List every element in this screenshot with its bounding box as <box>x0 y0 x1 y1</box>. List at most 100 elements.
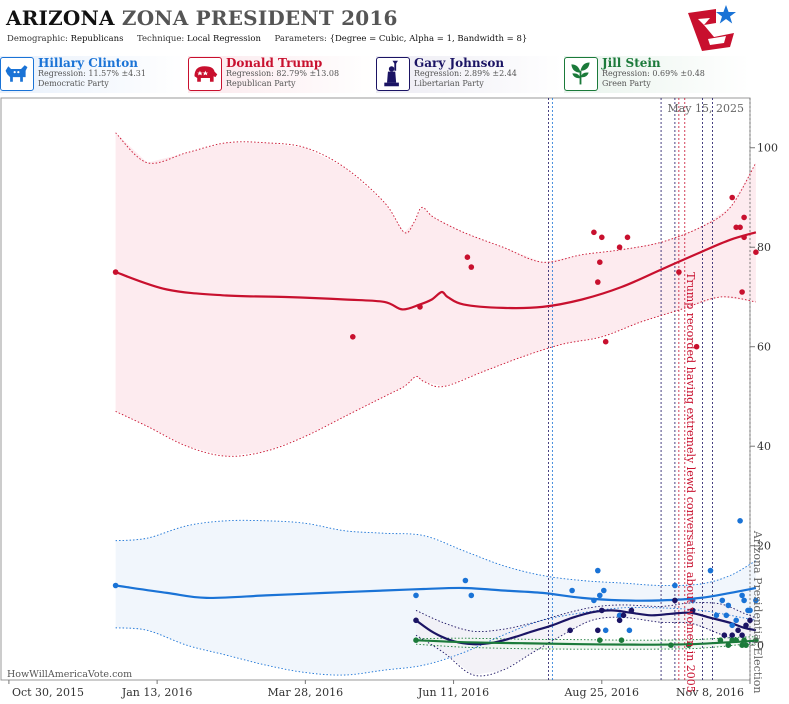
poll-point-0-3 <box>464 254 471 260</box>
poll-point-0-13 <box>693 343 700 350</box>
poll-point-1-7 <box>597 592 603 599</box>
poll-point-1-12 <box>672 582 678 589</box>
poll-point-1-2 <box>462 577 469 584</box>
annotation-1: Arizona Presidential Election <box>751 530 764 694</box>
poll-point-3-6 <box>725 642 732 648</box>
y-tick-label-2: 40 <box>757 440 771 453</box>
poll-point-0-1 <box>350 334 356 340</box>
poll-point-1-1 <box>413 592 419 599</box>
state-name: ARIZONA <box>6 6 115 30</box>
elephant-icon <box>188 57 222 91</box>
poll-point-0-12 <box>676 269 682 275</box>
current-date-label: May 15, 2025 <box>667 102 744 115</box>
poll-point-1-11 <box>626 627 633 634</box>
x-tick-label-4: Aug 25, 2016 <box>563 686 639 699</box>
poll-point-2-4 <box>616 617 623 624</box>
poll-point-1-9 <box>602 627 609 634</box>
plant-icon <box>564 57 598 91</box>
band-upper-1 <box>115 519 757 587</box>
x-tick-label-2: Mar 28, 2016 <box>268 686 344 699</box>
poll-point-3-11 <box>743 642 749 648</box>
poll-point-0-10 <box>616 244 623 250</box>
poll-point-2-0 <box>413 617 419 624</box>
candidate-name: Hillary Clinton <box>38 56 138 70</box>
poll-point-3-1 <box>597 637 603 643</box>
poll-point-0-0 <box>112 269 119 275</box>
y-tick-label-0: 0 <box>757 639 764 652</box>
x-tick-label-1: Jan 13, 2016 <box>121 686 193 699</box>
poll-point-1-3 <box>468 592 475 599</box>
poll-point-0-9 <box>602 338 609 345</box>
poll-point-2-3 <box>599 607 605 614</box>
site-credit: HowWillAmericaVote.com <box>7 669 133 680</box>
poll-point-1-14 <box>707 567 714 574</box>
technique-label: Technique: <box>136 34 185 44</box>
poll-point-0-6 <box>595 279 601 285</box>
poll-point-1-23 <box>741 597 747 604</box>
x-tick-label-3: Jun 11, 2016 <box>417 686 489 699</box>
statue-of-liberty-icon <box>376 57 410 91</box>
candidate-regression: Regression: 2.89% ±2.44 <box>414 69 517 78</box>
confidence-band-0 <box>115 132 756 457</box>
poll-point-3-7 <box>729 637 735 643</box>
poll-point-3-5 <box>717 637 724 643</box>
poll-point-3-4 <box>685 642 692 648</box>
legend-donald-trump: Donald Trump Regression: 82.79% ±13.08 R… <box>188 56 374 93</box>
candidate-name: Gary Johnson <box>414 56 505 70</box>
poll-point-0-16 <box>737 224 743 231</box>
poll-point-2-13 <box>743 622 749 629</box>
parameters-value: {Degree = Cubic, Alpha = 1, Bandwidth = … <box>329 34 528 44</box>
regression-chart: 0 20 40 60 80 100 Oct 30, 2015 Jan 13, 2016 Mar … <box>0 97 778 699</box>
poll-point-1-18 <box>725 602 732 609</box>
poll-point-1-19 <box>729 622 735 629</box>
poll-point-2-5 <box>620 612 627 619</box>
band-lower-0 <box>115 296 756 457</box>
trend-line-1 <box>115 584 757 602</box>
poll-point-0-8 <box>599 234 605 241</box>
band-upper-0 <box>115 132 757 263</box>
poll-point-1-4 <box>569 587 575 594</box>
y-tick-label-1: 20 <box>757 540 771 553</box>
demographic-label: Demographic: <box>7 34 68 44</box>
parameters-label: Parameters: <box>274 34 327 44</box>
poll-point-0-5 <box>591 229 597 236</box>
band-upper-2 <box>415 602 757 633</box>
poll-point-1-22 <box>739 592 745 599</box>
legend-jill-stein: Jill Stein Regression: 0.69% ±0.48 Green… <box>564 56 750 93</box>
poll-point-1-5 <box>591 597 597 604</box>
poll-point-1-6 <box>595 567 601 574</box>
poll-point-2-2 <box>595 627 601 634</box>
site-logo-icon <box>688 5 736 51</box>
poll-point-1-21 <box>737 518 743 524</box>
page-title: ARIZONA ZONA PRESIDENT 2016 <box>6 6 398 30</box>
poll-point-2-10 <box>729 632 735 638</box>
candidate-regression: Regression: 0.69% ±0.48 <box>602 69 705 78</box>
candidate-name: Jill Stein <box>602 56 661 70</box>
x-tick-label-0: Oct 30, 2015 <box>12 686 84 699</box>
band-upper-3 <box>415 636 756 641</box>
poll-point-3-12 <box>753 637 759 643</box>
poll-point-1-25 <box>747 607 753 614</box>
candidate-party: Republican Party <box>226 79 296 88</box>
poll-point-0-20 <box>753 249 759 255</box>
poll-point-1-10 <box>616 612 623 619</box>
x-tick-label-5: Nov 8, 2016 <box>676 686 744 699</box>
legend-hillary-clinton: Hillary Clinton Regression: 11.57% ±4.31… <box>0 56 186 93</box>
candidate-party: Libertarian Party <box>414 79 484 88</box>
poll-point-2-8 <box>689 607 696 614</box>
candidate-name: Donald Trump <box>226 56 323 70</box>
y-tick-label-5: 100 <box>757 142 778 155</box>
poll-point-3-9 <box>739 642 745 648</box>
race-title: ZONA PRESIDENT 2016 <box>121 6 398 30</box>
poll-point-2-14 <box>747 617 753 624</box>
poll-point-1-17 <box>723 612 730 619</box>
poll-point-3-3 <box>668 642 674 648</box>
poll-point-2-1 <box>567 627 573 634</box>
y-tick-label-4: 80 <box>757 241 771 254</box>
poll-point-1-8 <box>601 587 607 594</box>
poll-point-0-11 <box>624 234 631 241</box>
y-tick-label-3: 60 <box>757 341 771 354</box>
candidate-legend: Hillary Clinton Regression: 11.57% ±4.31… <box>0 56 789 95</box>
poll-point-0-15 <box>733 224 739 231</box>
candidate-regression: Regression: 11.57% ±4.31 <box>38 69 146 78</box>
